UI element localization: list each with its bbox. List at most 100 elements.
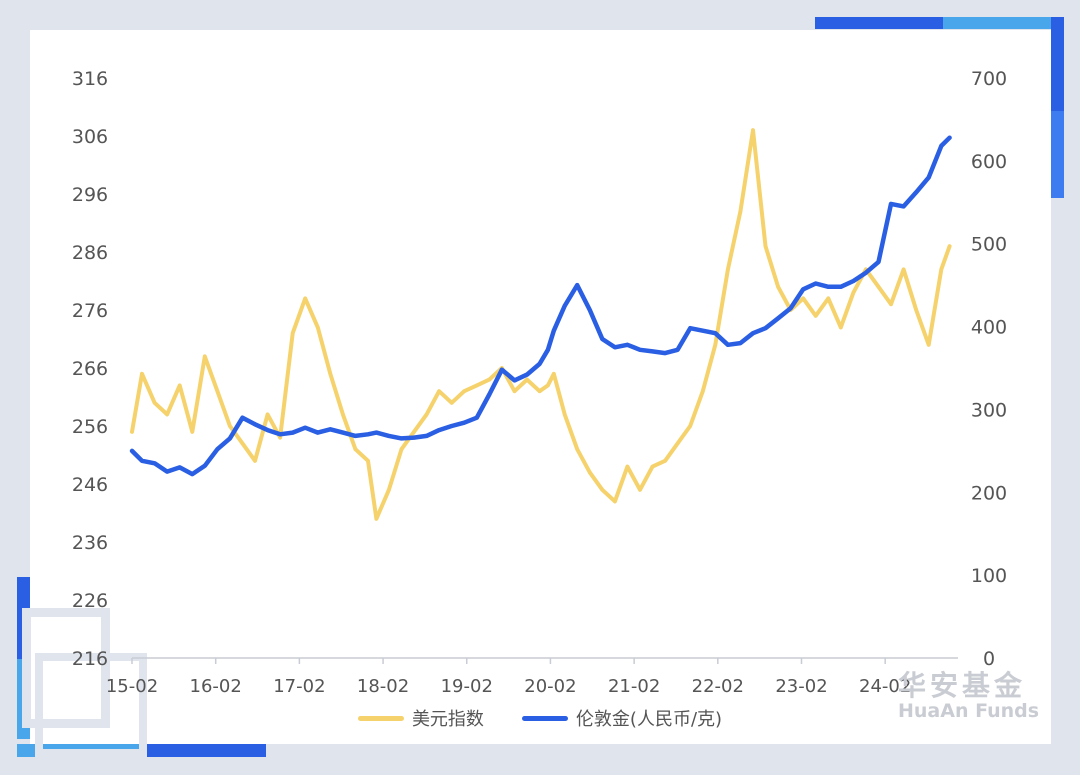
corner-bar-top-light <box>943 17 1061 29</box>
gold-data-point <box>638 348 642 352</box>
dxy-data-point <box>165 412 169 417</box>
dxy-data-point <box>738 209 743 214</box>
dxy-data-point <box>839 325 843 330</box>
legend-item-gold[interactable]: 伦敦金(人民币/克) <box>521 705 722 731</box>
dxy-data-point <box>366 459 370 463</box>
gold-data-point <box>826 285 831 289</box>
corner-square-outline-2 <box>35 653 147 757</box>
dxy-data-point <box>449 401 454 405</box>
gold-data-point <box>487 392 492 397</box>
gold-data-point <box>228 436 232 441</box>
y-left-tick-label: 306 <box>72 126 108 148</box>
gold-data-point <box>500 367 504 372</box>
gold-data-point <box>190 472 195 476</box>
x-tick-label: 24-02 <box>859 676 911 697</box>
dxy-data-point <box>525 377 529 382</box>
dxy-data-point <box>575 447 579 452</box>
gold-data-point <box>165 469 169 474</box>
gold-data-point <box>813 281 818 286</box>
gold-data-point <box>726 343 730 347</box>
gold-data-point <box>675 348 680 352</box>
gold-data-point <box>600 337 605 341</box>
gold-data-point <box>776 316 780 321</box>
dxy-data-point <box>763 244 768 248</box>
dxy-data-point <box>701 389 705 394</box>
dxy-data-point <box>552 372 556 376</box>
gold-data-point <box>947 135 952 140</box>
dxy-data-point <box>215 389 220 394</box>
tick-labels: 15-02 16-02 17-02 18-02 19-02 20-02 21-02 22-02… <box>72 68 1007 697</box>
gold-data-point <box>374 430 379 435</box>
y-right-tick-label: 0 <box>983 648 995 670</box>
gold-data-point <box>763 326 768 331</box>
gold-data-point <box>399 436 404 441</box>
corner-bar-right <box>1051 17 1064 111</box>
dxy-data-point <box>152 401 157 405</box>
dxy-data-point <box>625 464 630 469</box>
y-left-tick-label: 256 <box>72 416 108 438</box>
legend: 美元指数 伦敦金(人民币/克) <box>0 705 1080 731</box>
y-right-tick-label: 700 <box>971 68 1007 90</box>
dxy-data-point <box>600 488 605 492</box>
y-left-tick-label: 266 <box>72 358 108 380</box>
dxy-data-point <box>387 488 391 492</box>
gold-data-point <box>203 464 207 468</box>
series-line-gold <box>129 135 952 477</box>
gold-data-point <box>449 424 454 428</box>
gold-data-point <box>876 260 881 264</box>
gold-data-point <box>215 447 220 452</box>
gold-data-point <box>788 306 793 311</box>
gold-data-point <box>650 349 655 354</box>
y-right-tick-label: 600 <box>971 151 1007 173</box>
gold-data-point <box>713 331 718 336</box>
dxy-data-point <box>374 517 379 521</box>
y-right-tick-label: 500 <box>971 234 1007 256</box>
gold-data-point <box>926 175 931 180</box>
gold-data-point <box>575 283 579 287</box>
gold-data-point <box>801 287 805 292</box>
dxy-data-point <box>462 389 467 394</box>
corner-bar-top <box>815 17 943 29</box>
gold-data-point <box>688 326 692 331</box>
dxy-data-point <box>663 459 667 463</box>
dxy-data-point <box>688 424 692 428</box>
dxy-data-point <box>947 244 952 248</box>
gold-data-point <box>546 348 550 352</box>
dxy-data-point <box>228 424 232 428</box>
gold-data-point <box>152 461 157 466</box>
dxy-data-point <box>316 325 320 330</box>
dxy-data-point <box>475 383 479 388</box>
dxy-data-point <box>353 447 358 452</box>
gold-data-point <box>525 372 529 377</box>
gold-data-point <box>851 279 856 283</box>
gold-data-point <box>316 430 320 435</box>
dxy-data-point <box>290 331 295 336</box>
gold-data-point <box>130 449 134 453</box>
legend-swatch-dxy <box>357 715 404 721</box>
dxy-data-point <box>437 389 441 394</box>
dxy-data-point <box>341 412 345 417</box>
gold-data-point <box>265 428 270 432</box>
corner-bar-bottom <box>139 744 266 757</box>
x-tick-label: 16-02 <box>190 676 242 697</box>
corner-square-outline <box>22 608 110 728</box>
dxy-data-point <box>424 412 429 417</box>
gold-data-point <box>613 345 617 350</box>
gold-data-point <box>366 432 370 437</box>
dxy-data-point <box>713 343 718 347</box>
dxy-data-point <box>801 296 805 301</box>
gold-data-point <box>140 459 144 463</box>
dxy-data-point <box>512 389 517 394</box>
gold-data-point <box>701 328 705 333</box>
legend-item-dxy[interactable]: 美元指数 <box>357 705 484 731</box>
dxy-data-point <box>889 302 893 307</box>
series-line-dxy <box>130 128 952 521</box>
dxy-data-point <box>939 267 944 272</box>
y-left-tick-label: 226 <box>72 590 108 612</box>
dxy-data-point <box>412 430 416 434</box>
gold-data-point <box>864 270 868 275</box>
y-left-tick-label: 236 <box>72 532 108 554</box>
dxy-data-point <box>303 296 308 301</box>
gold-data-point <box>424 434 429 438</box>
